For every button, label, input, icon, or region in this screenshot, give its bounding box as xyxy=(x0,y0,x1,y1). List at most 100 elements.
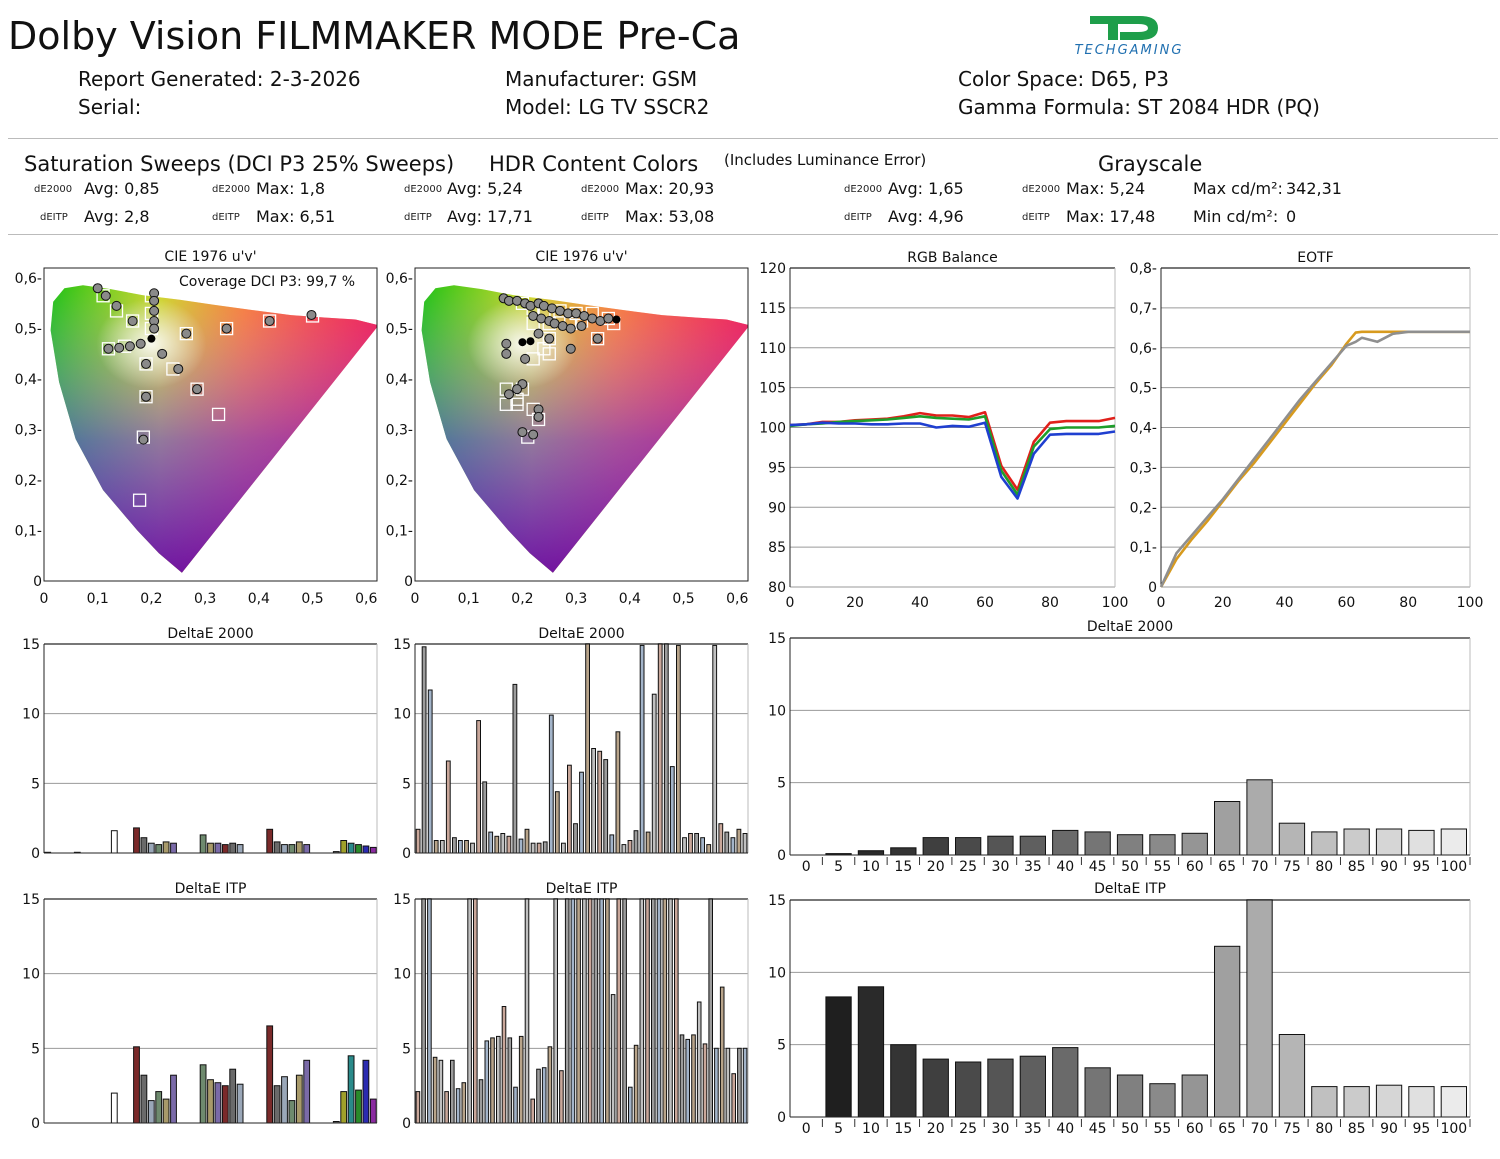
bar xyxy=(725,1047,731,1124)
y-tick-label: 85 xyxy=(768,540,786,556)
bar xyxy=(536,1068,541,1124)
bar xyxy=(501,1006,507,1124)
y-tick-label: 0 xyxy=(404,574,413,590)
y-tick-label: 0 xyxy=(777,1110,786,1126)
x-tick-label: 100 xyxy=(1457,595,1484,611)
chart-title: CIE 1976 u'v' xyxy=(164,249,256,265)
chart-cie-hdr: CIE 1976 u'v' 0 0,1 0,2 0,3 0,4 0,5 0,6 0 0,1- 0,2… xyxy=(386,249,749,607)
bar xyxy=(273,841,281,854)
bar xyxy=(547,1046,553,1124)
y-tick-label: 10 xyxy=(393,707,411,723)
bar xyxy=(676,644,681,854)
bar xyxy=(1311,831,1338,856)
bar xyxy=(615,731,621,854)
x-tick-label: 0 xyxy=(1157,595,1166,611)
sat-itp-avg: Avg: 2,8 xyxy=(84,207,150,226)
y-tick-label: 0,3- xyxy=(1130,460,1157,476)
bar xyxy=(439,840,445,854)
bar xyxy=(1181,832,1208,856)
y-tick-label: 5 xyxy=(402,776,411,792)
measured-point xyxy=(124,341,135,352)
x-tick-label: 20 xyxy=(927,859,945,875)
de2000-label: dE2000 xyxy=(844,184,883,195)
chart-title: CIE 1976 u'v' xyxy=(535,249,627,265)
measured-point xyxy=(503,389,514,400)
y-tick-label: 0 xyxy=(402,846,411,862)
bar xyxy=(542,841,548,854)
hdr-de-max: Max: 20,93 xyxy=(625,179,715,198)
target-marker xyxy=(219,321,234,336)
x-tick-label: 80 xyxy=(1399,595,1417,611)
measured-point xyxy=(306,309,317,320)
bar xyxy=(548,714,554,854)
y-tick-label: 0,4- xyxy=(15,372,42,388)
bar xyxy=(347,1055,355,1124)
y-tick-label: 0 xyxy=(31,846,40,862)
bar xyxy=(1214,945,1241,1118)
bar xyxy=(857,850,885,856)
y-tick-label: 0,7- xyxy=(1130,301,1157,317)
bar xyxy=(530,842,536,854)
bar xyxy=(603,759,609,854)
bar xyxy=(458,840,463,854)
bar xyxy=(691,1034,696,1124)
x-tick-label: 5 xyxy=(834,1121,843,1137)
bar xyxy=(669,766,675,854)
bar xyxy=(742,833,748,854)
y-tick-label: 5 xyxy=(777,1038,786,1054)
bar xyxy=(536,842,542,854)
bar xyxy=(415,1091,421,1124)
gamma-formula: Gamma Formula: ST 2084 HDR (PQ) xyxy=(958,95,1320,119)
bar xyxy=(1440,828,1467,856)
x-tick-label: 50 xyxy=(1121,1121,1139,1137)
y-tick-label: 5 xyxy=(777,776,786,792)
bar xyxy=(1214,801,1241,856)
y-tick-label: 0,3- xyxy=(386,423,413,439)
bar xyxy=(714,1047,719,1124)
gray-de-avg: Avg: 1,65 xyxy=(888,179,964,198)
x-tick-label: 5 xyxy=(834,859,843,875)
bar xyxy=(668,898,673,1124)
x-tick-label: 75 xyxy=(1283,1121,1301,1137)
measured-point xyxy=(592,333,603,344)
bar xyxy=(1149,1083,1176,1118)
x-tick-label: 0 xyxy=(40,591,49,607)
de2000-label: dE2000 xyxy=(404,184,443,195)
sat-section-title: Saturation Sweeps (DCI P3 25% Sweeps) xyxy=(24,152,455,176)
bar xyxy=(645,831,651,854)
measured-point xyxy=(528,429,539,440)
measured-point xyxy=(173,363,184,374)
x-tick-label: 0,3 xyxy=(194,591,216,607)
target-marker xyxy=(590,332,605,346)
y-tick-label: 0 xyxy=(402,1116,411,1132)
target-marker xyxy=(305,309,320,323)
y-tick-label: 0 xyxy=(31,1116,40,1132)
chart-title: DeltaE 2000 xyxy=(1087,619,1173,635)
measured-point xyxy=(533,411,544,422)
bar xyxy=(1246,899,1273,1118)
y-tick-label: 115 xyxy=(759,301,786,317)
x-tick-label: 55 xyxy=(1153,1121,1171,1137)
sat-de-avg: Avg: 0,85 xyxy=(84,179,160,198)
x-tick-label: 70 xyxy=(1251,859,1269,875)
y-tick-label: 5 xyxy=(31,1041,40,1057)
x-tick-label: 0,2 xyxy=(140,591,162,607)
x-tick-label: 100 xyxy=(1440,859,1467,875)
bar xyxy=(162,841,170,854)
target-marker xyxy=(179,326,193,341)
bar xyxy=(110,830,118,854)
bar xyxy=(610,994,616,1124)
bar xyxy=(1440,1086,1467,1118)
bar xyxy=(450,1059,455,1124)
x-tick-label: 90 xyxy=(1380,1121,1398,1137)
bar xyxy=(236,1083,244,1124)
x-tick-label: 0,1 xyxy=(458,591,480,607)
bar xyxy=(987,1058,1014,1118)
x-tick-label: 0,2 xyxy=(511,591,533,607)
bar xyxy=(369,846,377,854)
black-point xyxy=(518,338,527,347)
bar xyxy=(500,833,506,854)
bar xyxy=(464,840,469,854)
bar xyxy=(288,844,296,854)
y-tick-label: 0,2- xyxy=(1130,500,1157,516)
